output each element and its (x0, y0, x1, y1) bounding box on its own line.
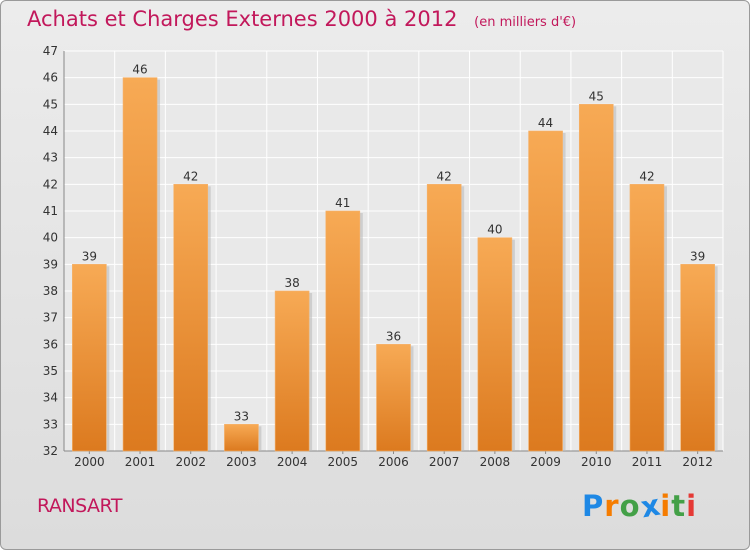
bar-2010 (578, 104, 614, 452)
x-tick-label-2005: 2005 (328, 455, 359, 469)
logo-letter: x (637, 487, 664, 525)
value-label-2002: 42 (183, 169, 198, 183)
bar-2012 (680, 264, 715, 452)
value-label-2008: 40 (487, 223, 502, 237)
logo-letter: i (686, 489, 698, 523)
chart-title: Achats et Charges Externes 2000 à 2012 (… (27, 7, 576, 31)
value-label-2011: 42 (639, 169, 654, 183)
logo-letter: r (604, 489, 620, 523)
y-tick-label: 32 (43, 444, 58, 458)
x-tick-label-2007: 2007 (429, 455, 460, 469)
x-tick-label-2009: 2009 (530, 455, 561, 469)
x-tick-label-2002: 2002 (175, 455, 206, 469)
value-label-2001: 46 (132, 63, 147, 77)
y-tick-label: 36 (43, 337, 58, 351)
bar-2006 (376, 344, 411, 452)
value-label-2007: 42 (437, 169, 452, 183)
logo-letter: t (671, 489, 687, 523)
logo-letter: i (660, 489, 672, 523)
bar-2007 (426, 184, 462, 452)
bar-2009 (528, 130, 563, 452)
y-tick-label: 39 (43, 257, 58, 271)
value-label-2006: 36 (386, 329, 401, 343)
x-tick-label-2004: 2004 (277, 455, 308, 469)
y-tick-label: 41 (43, 204, 58, 218)
y-tick-label: 35 (43, 364, 58, 378)
value-label-2004: 38 (284, 276, 299, 290)
y-tick-label: 44 (43, 124, 58, 138)
bar-2005 (325, 210, 361, 452)
x-tick-label-2006: 2006 (378, 455, 409, 469)
value-label-2010: 45 (589, 89, 604, 103)
value-label-2003: 33 (234, 409, 249, 423)
y-tick-label: 37 (43, 311, 58, 325)
y-tick-label: 42 (43, 177, 58, 191)
bar-2008 (477, 237, 513, 452)
town-name: RANSART (37, 495, 122, 517)
x-tick-label-2012: 2012 (682, 455, 713, 469)
x-tick-label-2011: 2011 (632, 455, 663, 469)
y-tick-label: 33 (43, 417, 58, 431)
title-main: Achats et Charges Externes 2000 à 2012 (27, 7, 458, 31)
bar-2000 (72, 264, 107, 452)
axes: 32 33 34 35 36 37 38 39 40 41 42 43 44 45 46 47 2000 2001… (43, 44, 723, 469)
y-tick-label: 34 (43, 391, 58, 405)
x-tick-label-2003: 2003 (226, 455, 257, 469)
logo-letter: o (619, 489, 641, 523)
value-label-2000: 39 (82, 249, 97, 263)
value-labels: 39 46 42 33 38 41 36 42 40 44 45 42 39 (82, 63, 706, 424)
title-unit: (en milliers d'€) (474, 15, 577, 30)
bar-2004 (274, 290, 310, 452)
bar-2001 (122, 77, 158, 452)
logo-letter: P (582, 489, 605, 523)
x-tick-label-2008: 2008 (480, 455, 511, 469)
y-tick-label: 47 (43, 44, 58, 58)
proxiti-logo: Proxiti (582, 487, 698, 525)
bars (72, 77, 718, 452)
bar-2003 (224, 424, 259, 452)
value-label-2012: 39 (690, 249, 705, 263)
x-tick-label-2010: 2010 (581, 455, 612, 469)
bar-2002 (173, 184, 209, 452)
bar-2011 (629, 184, 665, 452)
y-tick-label: 40 (43, 231, 58, 245)
y-tick-label: 46 (43, 71, 58, 85)
x-tick-label-2001: 2001 (125, 455, 156, 469)
value-label-2005: 41 (335, 196, 350, 210)
x-tick-label-2000: 2000 (74, 455, 105, 469)
y-tick-label: 38 (43, 284, 58, 298)
value-label-2009: 44 (538, 116, 553, 130)
y-tick-label: 45 (43, 97, 58, 111)
y-tick-label: 43 (43, 151, 58, 165)
